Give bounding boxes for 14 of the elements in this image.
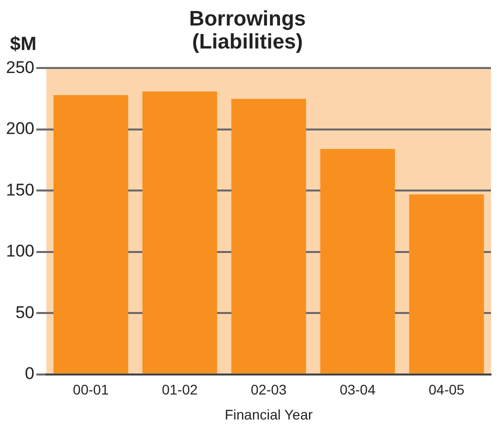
x-tick-label: 01-02 bbox=[162, 382, 198, 398]
y-tick-label: 250 bbox=[6, 58, 34, 77]
y-tick-label: 0 bbox=[24, 364, 34, 384]
y-tick-label: 150 bbox=[6, 180, 34, 200]
y-tick-label: 100 bbox=[6, 242, 34, 261]
chart-title: Borrowings (Liabilities) bbox=[189, 7, 306, 54]
x-tick-label: 03-04 bbox=[340, 382, 376, 398]
x-tick-label: 02-03 bbox=[250, 382, 287, 398]
x-axis-title: Financial Year bbox=[224, 406, 313, 422]
y-tick-label: 200 bbox=[6, 119, 34, 138]
x-tick-label: 04-05 bbox=[428, 382, 465, 398]
x-tick-label: 00-01 bbox=[72, 382, 109, 398]
y-axis-title: $M bbox=[10, 34, 36, 55]
y-tick-label: 50 bbox=[15, 302, 34, 322]
